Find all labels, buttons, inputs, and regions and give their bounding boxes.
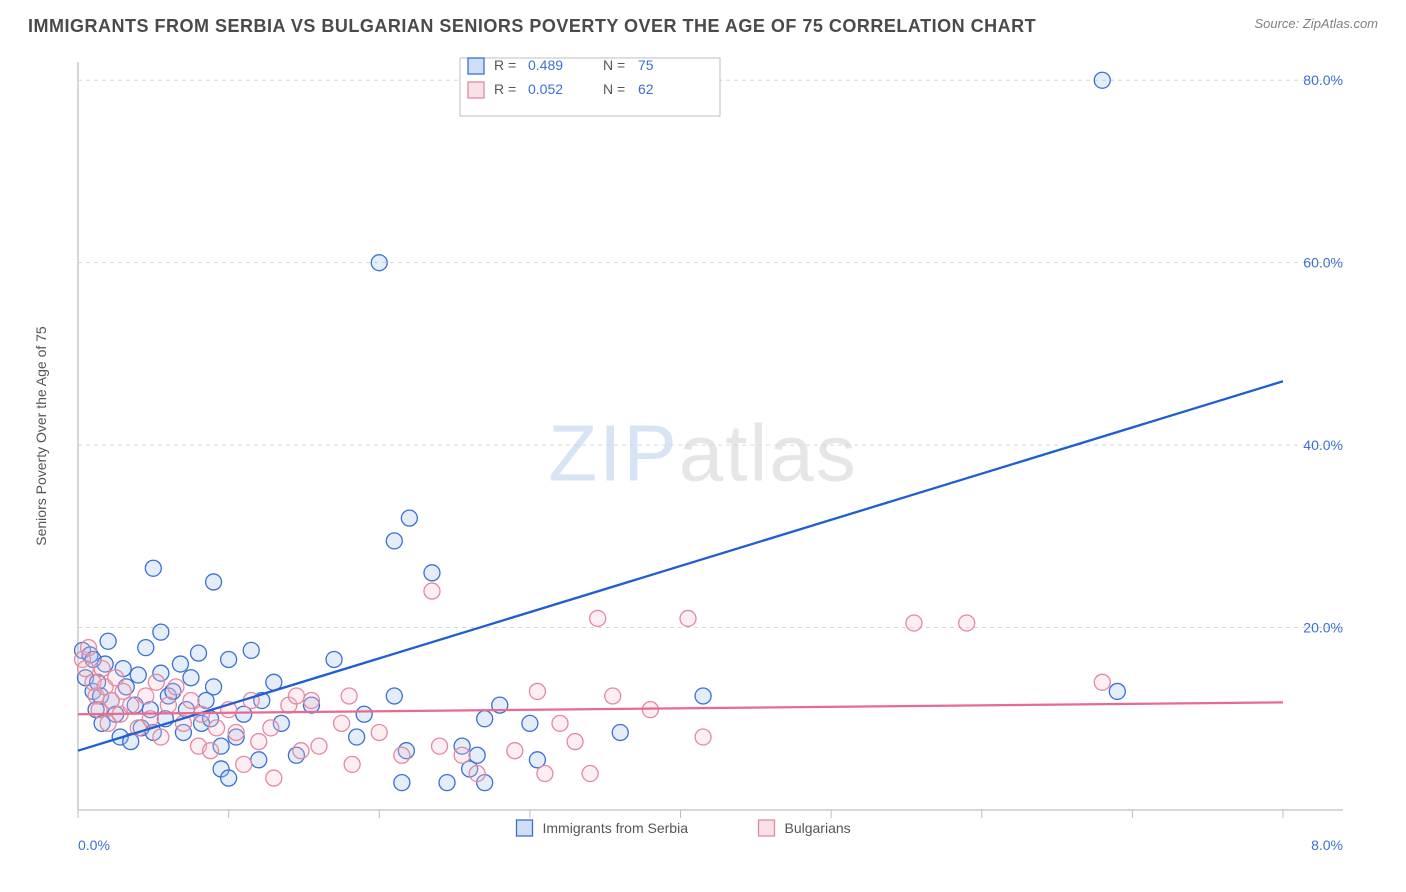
scatter-point-bulgaria [123, 697, 139, 713]
legend-r-value: 0.489 [528, 57, 563, 73]
y-tick-label: 40.0% [1303, 437, 1343, 453]
legend-swatch-serbia [468, 58, 484, 74]
bottom-legend-label-bulgaria: Bulgarians [785, 820, 851, 836]
legend-r-value: 0.052 [528, 81, 563, 97]
scatter-point-serbia [522, 715, 538, 731]
scatter-point-bulgaria [303, 693, 319, 709]
scatter-point-serbia [477, 711, 493, 727]
legend-n-label: N = [603, 57, 625, 73]
scatter-point-bulgaria [959, 615, 975, 631]
scatter-point-serbia [1109, 683, 1125, 699]
scatter-point-serbia [612, 724, 628, 740]
scatter-point-bulgaria [567, 734, 583, 750]
scatter-point-serbia [1094, 72, 1110, 88]
scatter-point-bulgaria [203, 743, 219, 759]
scatter-point-bulgaria [311, 738, 327, 754]
scatter-point-bulgaria [153, 729, 169, 745]
legend-r-label: R = [494, 57, 516, 73]
y-tick-label: 60.0% [1303, 255, 1343, 271]
scatter-point-serbia [206, 679, 222, 695]
legend-n-value: 75 [638, 57, 654, 73]
scatter-point-serbia [356, 706, 372, 722]
scatter-point-serbia [386, 688, 402, 704]
chart-title: IMMIGRANTS FROM SERBIA VS BULGARIAN SENI… [28, 16, 1036, 37]
scatter-point-bulgaria [1094, 674, 1110, 690]
source-label: Source: ZipAtlas.com [1254, 16, 1378, 31]
scatter-point-serbia [221, 770, 237, 786]
scatter-point-serbia [439, 775, 455, 791]
scatter-point-bulgaria [236, 756, 252, 772]
correlation-chart: 20.0% 40.0% 60.0% 80.0% 0.0% 8.0% Seniors Pove… [28, 52, 1378, 864]
scatter-point-serbia [100, 633, 116, 649]
scatter-point-serbia [138, 640, 154, 656]
scatter-point-serbia [326, 651, 342, 667]
scatter-point-bulgaria [695, 729, 711, 745]
scatter-point-serbia [401, 510, 417, 526]
y-axis-title: Seniors Poverty Over the Age of 75 [33, 326, 49, 546]
x-tick-label: 0.0% [78, 837, 110, 853]
scatter-point-serbia [469, 747, 485, 763]
scatter-point-bulgaria [288, 688, 304, 704]
scatter-point-bulgaria [680, 610, 696, 626]
scatter-point-bulgaria [251, 734, 267, 750]
scatter-point-bulgaria [582, 766, 598, 782]
legend-n-value: 62 [638, 81, 654, 97]
scatter-point-serbia [394, 775, 410, 791]
scatter-point-bulgaria [432, 738, 448, 754]
scatter-point-bulgaria [81, 640, 97, 656]
scatter-point-bulgaria [394, 747, 410, 763]
scatter-point-serbia [172, 656, 188, 672]
y-tick-label: 80.0% [1303, 72, 1343, 88]
legend-n-label: N = [603, 81, 625, 97]
scatter-point-serbia [183, 670, 199, 686]
scatter-point-serbia [191, 645, 207, 661]
x-tick-label: 8.0% [1311, 837, 1343, 853]
scatter-point-bulgaria [183, 693, 199, 709]
scatter-point-serbia [130, 667, 146, 683]
scatter-point-bulgaria [537, 766, 553, 782]
scatter-point-bulgaria [906, 615, 922, 631]
scatter-point-bulgaria [168, 679, 184, 695]
y-tick-label: 20.0% [1303, 620, 1343, 636]
scatter-point-serbia [386, 533, 402, 549]
scatter-point-bulgaria [552, 715, 568, 731]
scatter-point-serbia [145, 560, 161, 576]
scatter-point-serbia [153, 624, 169, 640]
scatter-point-serbia [371, 255, 387, 271]
scatter-point-bulgaria [507, 743, 523, 759]
scatter-point-bulgaria [590, 610, 606, 626]
scatter-point-bulgaria [148, 674, 164, 690]
scatter-point-bulgaria [371, 724, 387, 740]
bottom-legend-label-serbia: Immigrants from Serbia [543, 820, 689, 836]
trend-line-serbia [78, 381, 1283, 750]
legend-r-label: R = [494, 81, 516, 97]
scatter-point-serbia [206, 574, 222, 590]
scatter-point-serbia [221, 651, 237, 667]
scatter-point-bulgaria [605, 688, 621, 704]
scatter-point-bulgaria [341, 688, 357, 704]
scatter-point-bulgaria [263, 720, 279, 736]
scatter-point-bulgaria [209, 720, 225, 736]
scatter-point-bulgaria [334, 715, 350, 731]
scatter-point-bulgaria [469, 766, 485, 782]
scatter-point-bulgaria [344, 756, 360, 772]
scatter-point-bulgaria [94, 661, 110, 677]
scatter-point-bulgaria [529, 683, 545, 699]
bottom-legend-swatch-serbia [517, 820, 533, 836]
scatter-point-bulgaria [454, 747, 470, 763]
scatter-point-bulgaria [160, 697, 176, 713]
scatter-point-serbia [349, 729, 365, 745]
scatter-point-bulgaria [228, 724, 244, 740]
scatter-point-serbia [243, 642, 259, 658]
bottom-legend-swatch-bulgaria [759, 820, 775, 836]
scatter-point-bulgaria [424, 583, 440, 599]
legend-swatch-bulgaria [468, 82, 484, 98]
scatter-point-bulgaria [138, 688, 154, 704]
scatter-point-bulgaria [266, 770, 282, 786]
scatter-point-serbia [424, 565, 440, 581]
scatter-point-serbia [251, 752, 267, 768]
scatter-point-serbia [695, 688, 711, 704]
scatter-point-bulgaria [293, 743, 309, 759]
